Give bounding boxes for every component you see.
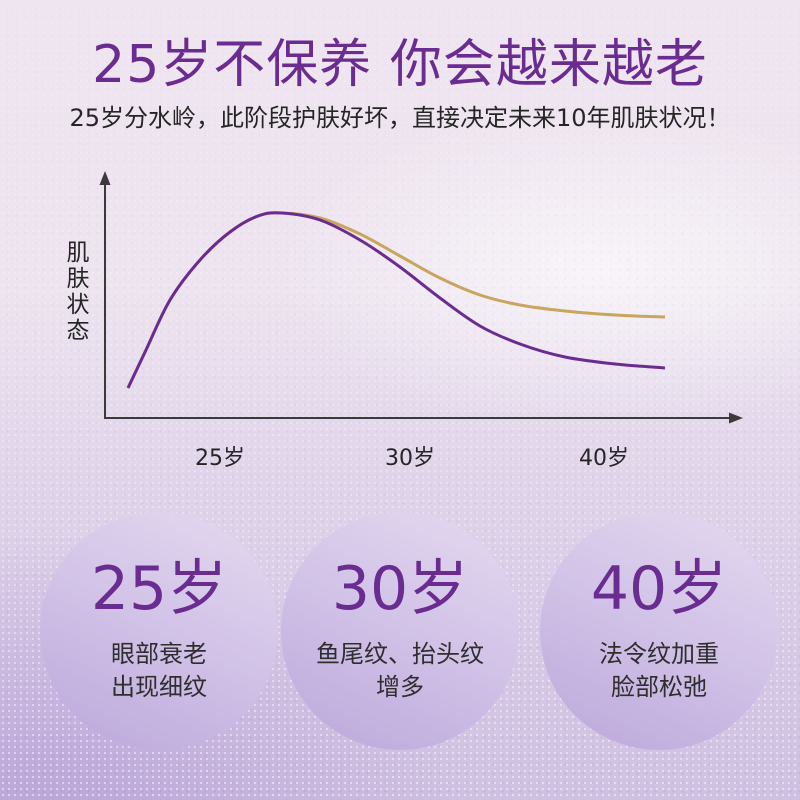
x-tick-label-40: 40岁 — [579, 446, 629, 471]
stage-circle-30: 30岁 鱼尾纹、抬头纹 增多 — [281, 512, 519, 750]
curve-purple — [126, 211, 666, 389]
x-tick-label-30: 30岁 — [385, 446, 435, 471]
stage-desc-line: 鱼尾纹、抬头纹 — [316, 640, 484, 668]
y-axis-arrow — [99, 171, 111, 185]
stage-description: 法令纹加重 脸部松弛 — [540, 638, 778, 704]
stage-circle-25: 25岁 眼部衰老 出现细纹 — [40, 512, 278, 750]
stage-desc-line: 脸部松弛 — [611, 673, 707, 701]
stage-description: 鱼尾纹、抬头纹 增多 — [281, 638, 519, 704]
x-tick-label-25: 25岁 — [195, 446, 245, 471]
stage-description: 眼部衰老 出现细纹 — [40, 638, 278, 704]
stage-age: 40岁 — [590, 554, 728, 624]
stage-desc-line: 增多 — [376, 673, 424, 701]
stage-desc-line: 出现细纹 — [111, 673, 207, 701]
stage-circle-40: 40岁 法令纹加重 脸部松弛 — [540, 512, 778, 750]
headline-title: 25岁不保养 你会越来越老 — [92, 35, 708, 95]
skin-condition-chart — [99, 171, 743, 424]
stage-age: 25岁 — [90, 554, 228, 624]
stage-desc-line: 法令纹加重 — [599, 640, 719, 668]
x-axis-arrow — [729, 412, 743, 424]
stage-desc-line: 眼部衰老 — [111, 640, 207, 668]
stage-age: 30岁 — [331, 554, 469, 624]
y-axis-label: 肌肤状态 — [62, 240, 88, 344]
headline-subtitle: 25岁分水岭，此阶段护肤好坏，直接决定未来10年肌肤状况！ — [69, 104, 731, 132]
